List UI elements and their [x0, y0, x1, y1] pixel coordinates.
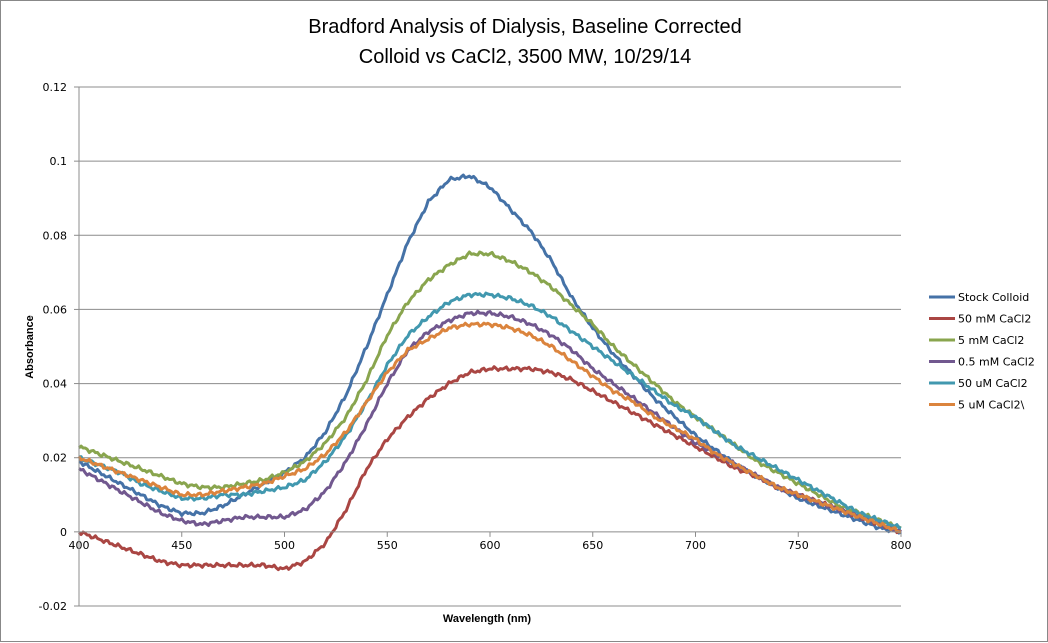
y-tick-label: 0.04: [43, 378, 68, 391]
legend-label: 0.5 mM CaCl2: [958, 356, 1035, 369]
legend: Stock Colloid 50 mM CaCl2 5 mM CaCl2 0.5 mM…: [929, 291, 1035, 412]
series-line-0: [78, 173, 902, 535]
legend-label: Stock Colloid: [958, 291, 1029, 304]
chart-title-line-1: Bradford Analysis of Dialysis, Baseline …: [308, 16, 742, 38]
x-axis-label: Wavelength (nm): [443, 613, 532, 625]
x-tick-label: 600: [480, 539, 501, 552]
x-tick-label: 700: [685, 539, 706, 552]
x-tick-label: 800: [891, 539, 912, 552]
x-tick-label: 500: [274, 539, 295, 552]
y-axis-label: Absorbance: [24, 315, 36, 379]
x-tick-label: 750: [788, 539, 809, 552]
y-axis-ticks: -0.02 0 0.02 0.04 0.06 0.08 0.1 0.12: [39, 81, 79, 613]
series-line-4: [78, 291, 902, 530]
x-tick-label: 450: [171, 539, 192, 552]
y-tick-label: 0.02: [43, 452, 68, 465]
x-tick-label: 650: [582, 539, 603, 552]
legend-label: 5 mM CaCl2: [958, 334, 1024, 347]
y-tick-label: -0.02: [39, 600, 67, 613]
legend-label: 50 uM CaCl2: [958, 377, 1028, 390]
y-tick-label: 0.06: [43, 303, 68, 316]
series-line-2: [78, 250, 902, 530]
legend-label: 5 uM CaCl2\: [958, 399, 1025, 412]
y-tick-label: 0.08: [43, 229, 68, 242]
series-line-5: [77, 321, 902, 534]
gridlines: [79, 86, 901, 607]
y-tick-label: 0.1: [50, 155, 68, 168]
x-axis-ticks: 400 450 500 550 600 650 700 750 800: [69, 531, 912, 552]
y-tick-label: 0.12: [43, 81, 68, 94]
y-tick-label: 0: [60, 526, 67, 539]
legend-label: 50 mM CaCl2: [958, 313, 1031, 326]
x-tick-label: 550: [377, 539, 398, 552]
series-lines: [77, 173, 903, 572]
chart-title-line-2: Colloid vs CaCl2, 3500 MW, 10/29/14: [359, 46, 691, 68]
